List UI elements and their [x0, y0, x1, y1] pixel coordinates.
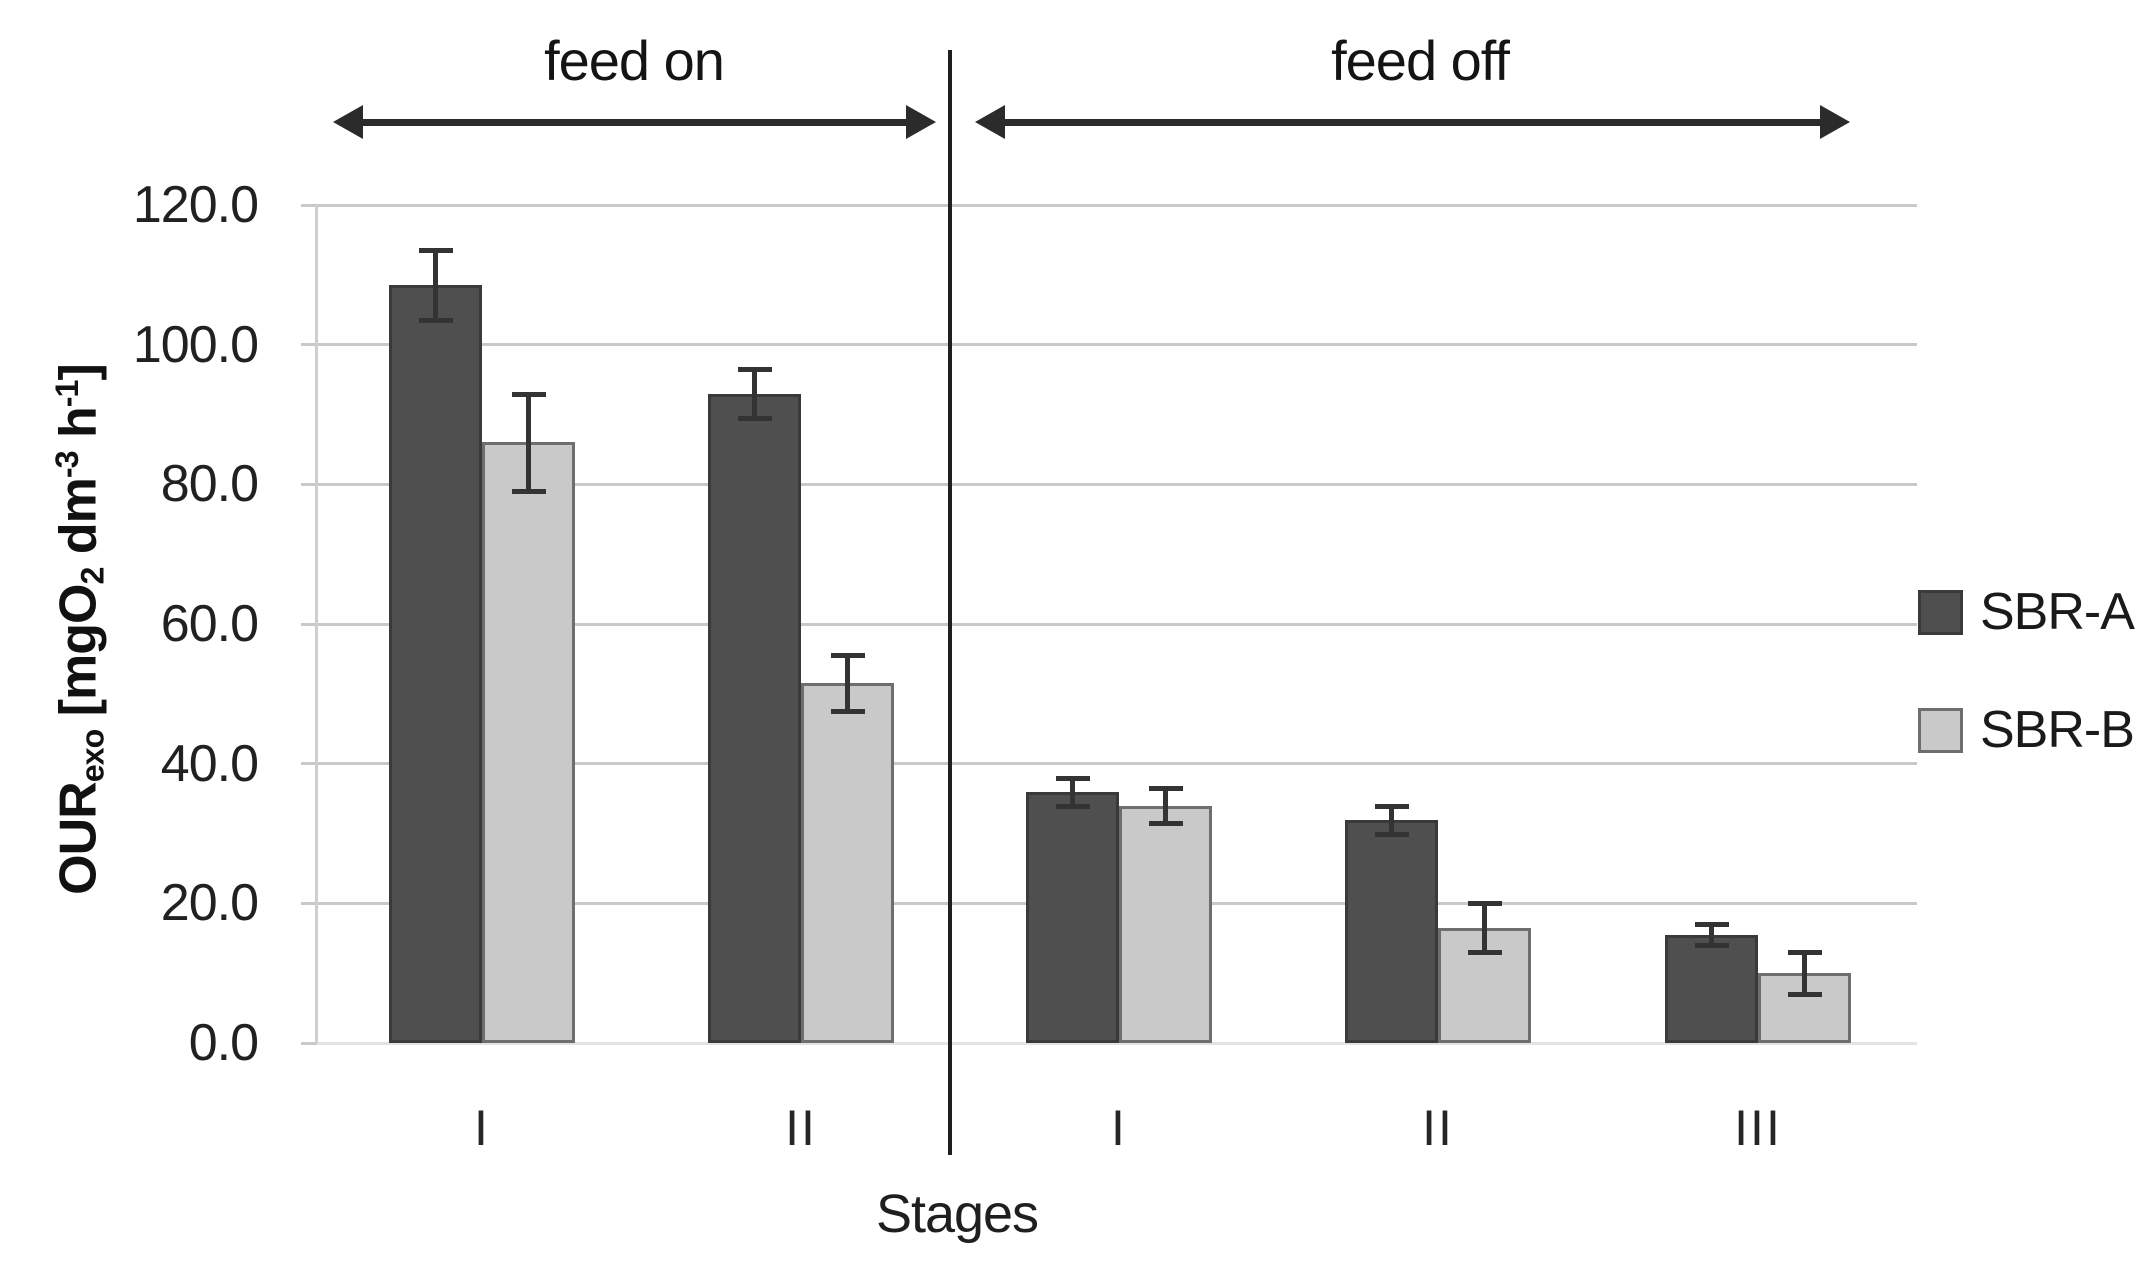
error-bar-cap-top	[1055, 775, 1090, 781]
error-bar-cap-bottom	[1467, 950, 1502, 956]
bar-sbr-a-ii	[1345, 819, 1438, 1043]
y-axis-tick	[301, 762, 317, 766]
error-bar-cap-bottom	[1787, 992, 1822, 998]
error-bar-line	[845, 655, 850, 712]
error-bar-cap-top	[1374, 803, 1409, 809]
section-arrow-line	[995, 119, 1830, 126]
error-bar-line	[526, 393, 531, 492]
bar-sbr-b-i	[1119, 805, 1212, 1043]
x-category-label: I	[474, 1100, 490, 1156]
gridline	[317, 762, 1917, 766]
y-axis-tick-label: 80.0	[160, 455, 259, 514]
legend-swatch-sbr-b	[1918, 707, 1963, 753]
error-bar-line	[1163, 788, 1168, 823]
gridline	[317, 203, 1917, 207]
error-bar-cap-bottom	[1694, 943, 1729, 949]
error-bar-cap-bottom	[511, 489, 546, 495]
y-axis-tick	[301, 622, 317, 626]
gridline	[317, 1041, 1917, 1045]
y-axis-tick	[301, 203, 317, 207]
error-bar-cap-bottom	[1374, 831, 1409, 837]
error-bar-line	[1070, 777, 1075, 806]
y-axis-tick-label: 40.0	[160, 734, 259, 793]
error-bar-cap-top	[1787, 950, 1822, 956]
gridline	[317, 343, 1917, 347]
error-bar-line	[433, 250, 438, 321]
legend-swatch-sbr-a	[1918, 589, 1963, 635]
error-bar-cap-top	[1467, 901, 1502, 907]
arrow-right-head	[1820, 105, 1850, 139]
section-divider-line	[948, 50, 952, 1155]
error-bar-line	[1802, 952, 1807, 995]
x-category-label: II	[1422, 1100, 1454, 1156]
error-bar-cap-top	[1148, 786, 1183, 792]
x-category-label: I	[1111, 1100, 1127, 1156]
y-axis-line	[315, 205, 318, 1043]
legend-label: SBR-A	[1980, 583, 2135, 641]
y-axis-tick-label: 120.0	[132, 176, 259, 234]
error-bar-cap-bottom	[1055, 803, 1090, 809]
legend-entry-sbr-a: SBR-A	[1918, 583, 2135, 641]
section-arrow-line	[353, 119, 916, 126]
x-category-label: II	[785, 1100, 817, 1156]
legend-label: SBR-B	[1980, 701, 2135, 759]
gridline	[317, 622, 1917, 626]
y-axis-tick	[301, 1041, 317, 1045]
error-bar-cap-top	[511, 391, 546, 397]
y-axis-tick-label: 20.0	[160, 874, 259, 933]
arrow-left-head	[975, 105, 1005, 139]
section-label-feed-on: feed on	[544, 29, 725, 92]
error-bar-cap-top	[737, 367, 772, 373]
x-category-label: III	[1734, 1100, 1782, 1156]
error-bar-line	[1482, 903, 1487, 953]
error-bar-line	[1709, 924, 1714, 946]
y-axis-tick-label: 60.0	[160, 595, 259, 653]
error-bar-line	[752, 369, 757, 418]
y-axis-tick	[301, 482, 317, 486]
gridline	[317, 482, 1917, 486]
error-bar-line	[1389, 805, 1394, 834]
y-axis-tick	[301, 343, 317, 347]
error-bar-cap-top	[1694, 922, 1729, 928]
error-bar-cap-bottom	[1148, 821, 1183, 827]
y-axis-tick	[301, 901, 317, 905]
error-bar-cap-bottom	[830, 709, 865, 715]
y-axis-tick-label: 100.0	[132, 315, 259, 374]
x-axis-title: Stages	[875, 1184, 1039, 1244]
error-bar-cap-top	[830, 653, 865, 659]
section-label-feed-off: feed off	[1331, 29, 1510, 92]
error-bar-cap-top	[418, 248, 453, 254]
error-bar-cap-bottom	[418, 318, 453, 324]
bar-sbr-a-iii	[1665, 934, 1758, 1043]
arrow-left-head	[333, 105, 363, 139]
arrow-right-head	[906, 105, 936, 139]
bar-sbr-b-i	[482, 442, 575, 1043]
y-axis-tick-label: 0.0	[188, 1014, 259, 1072]
bar-sbr-b-ii	[801, 683, 894, 1043]
error-bar-cap-bottom	[737, 415, 772, 421]
bar-sbr-a-ii	[708, 393, 801, 1043]
legend-entry-sbr-b: SBR-B	[1918, 701, 2135, 759]
bar-sbr-a-i	[389, 285, 482, 1043]
